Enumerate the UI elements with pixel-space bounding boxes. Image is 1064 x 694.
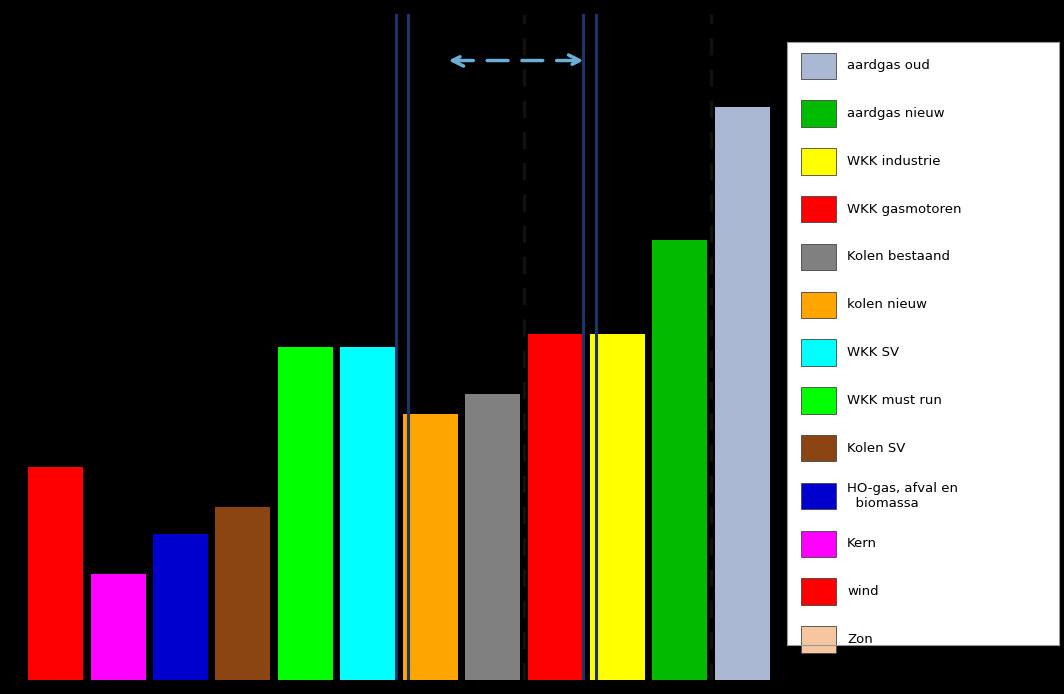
Text: WKK must run: WKK must run (847, 394, 942, 407)
Bar (801, 435, 836, 462)
Bar (801, 339, 836, 366)
Bar (801, 101, 836, 127)
Text: WKK gasmotoren: WKK gasmotoren (847, 203, 962, 216)
Bar (28, 467, 83, 680)
Text: aardgas nieuw: aardgas nieuw (847, 107, 945, 120)
Bar (465, 393, 520, 680)
Bar (801, 291, 836, 318)
Text: Kern: Kern (847, 537, 877, 550)
Text: Zon: Zon (847, 633, 872, 646)
Bar (340, 347, 395, 680)
Bar (801, 53, 836, 79)
Text: WKK industrie: WKK industrie (847, 155, 941, 168)
Bar (403, 414, 458, 680)
Text: HO-gas, afval en
  biomassa: HO-gas, afval en biomassa (847, 482, 958, 510)
Bar (153, 534, 207, 680)
Bar (90, 573, 146, 680)
Text: wind: wind (847, 585, 879, 598)
Bar (801, 578, 836, 605)
Text: WKK SV: WKK SV (847, 346, 899, 359)
Bar (278, 347, 333, 680)
Text: kolen nieuw: kolen nieuw (847, 298, 927, 312)
Bar (801, 244, 836, 270)
Bar (528, 334, 583, 680)
Bar (801, 483, 836, 509)
Bar (801, 626, 836, 652)
Text: Kolen bestaand: Kolen bestaand (847, 251, 950, 264)
Bar (215, 507, 270, 680)
Text: Kolen SV: Kolen SV (847, 441, 905, 455)
Bar (801, 530, 836, 557)
Text: aardgas oud: aardgas oud (847, 59, 930, 72)
Bar (591, 334, 645, 680)
Bar (715, 107, 770, 680)
Bar (801, 148, 836, 175)
Bar (801, 387, 836, 414)
Bar (801, 196, 836, 223)
Bar (652, 240, 708, 680)
